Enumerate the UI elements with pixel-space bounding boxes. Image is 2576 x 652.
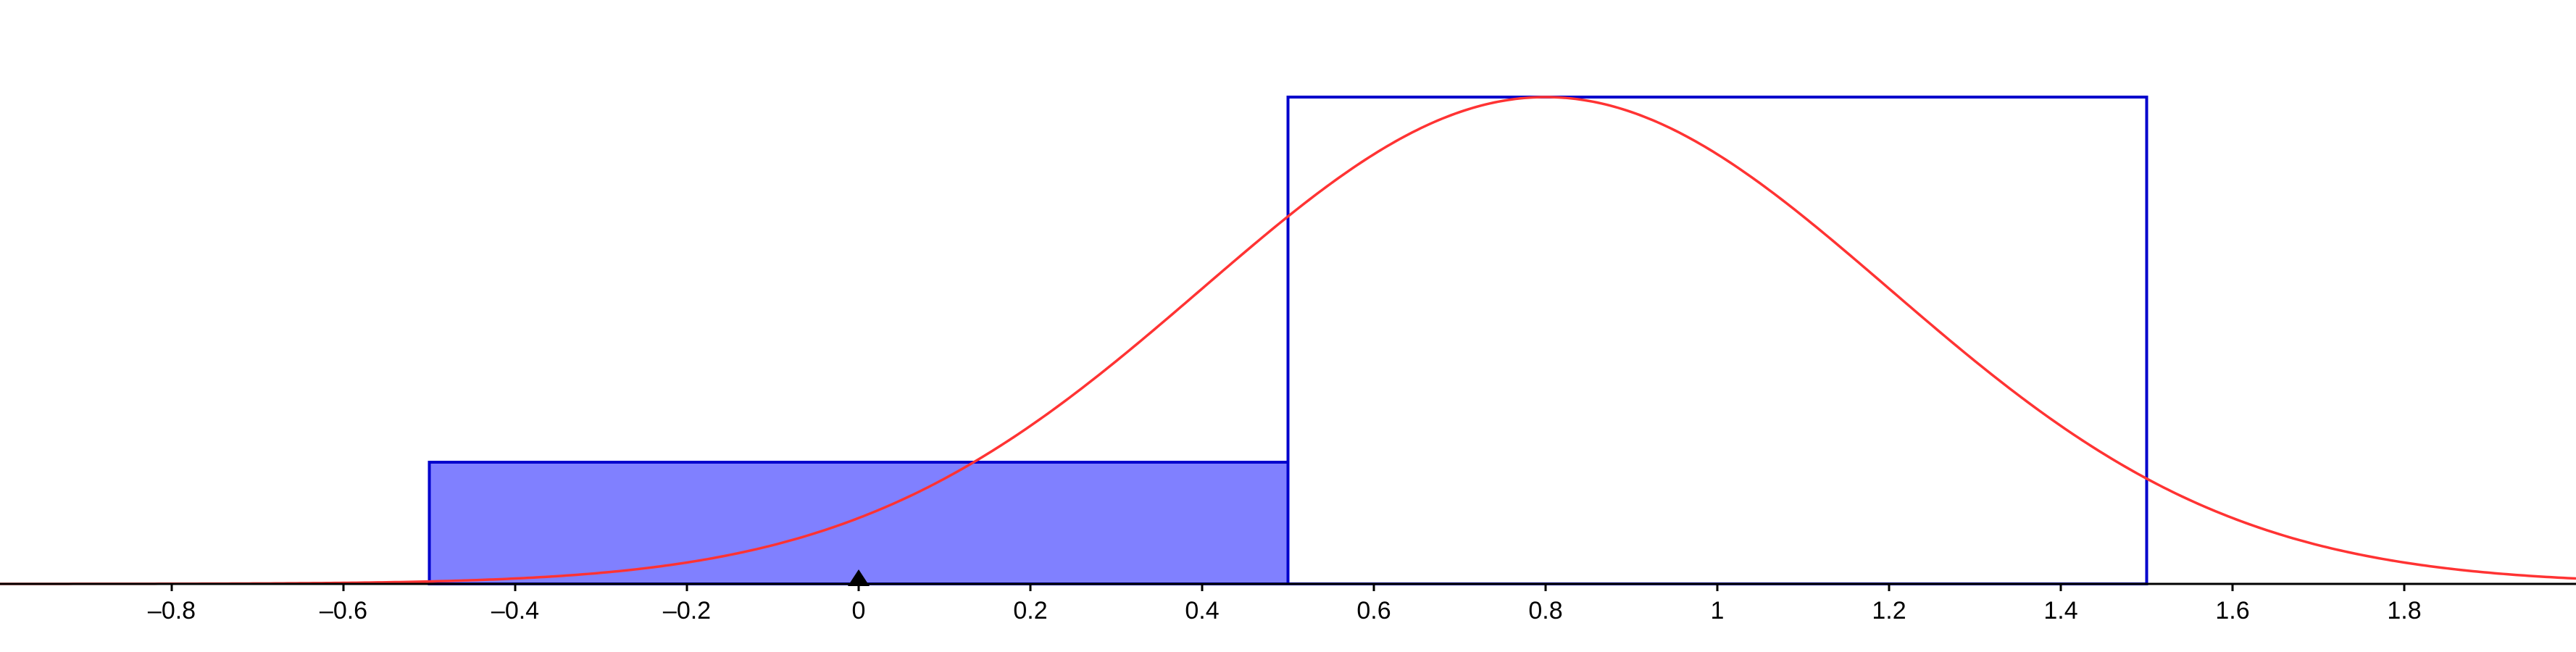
x-tick-label: 1.6: [2215, 597, 2249, 624]
x-tick-label: –0.6: [320, 597, 367, 624]
histogram-bar: [430, 462, 1288, 584]
x-tick-label: –0.2: [663, 597, 711, 624]
x-tick-label: 1.4: [2043, 597, 2077, 624]
histogram-bars: [430, 97, 2147, 584]
x-tick-label: 1.8: [2387, 597, 2421, 624]
x-tick-label: –0.4: [491, 597, 539, 624]
x-tick-label: 0: [852, 597, 866, 624]
x-tick-label: 0.8: [1528, 597, 1562, 624]
x-tick-label: 0.4: [1185, 597, 1219, 624]
x-tick-label: 0.6: [1356, 597, 1391, 624]
x-tick-label: –0.8: [148, 597, 196, 624]
x-tick-label: 0.2: [1013, 597, 1047, 624]
histogram-bar: [1288, 97, 2147, 584]
x-tick-label: 1: [1711, 597, 1725, 624]
x-axis-ticks: –0.8 –0.6 –0.4 –0.2 0 0.2 0.4 0.6 0.8 1 1.2 1.4 1.6 1…: [148, 584, 2422, 624]
x-tick-label: 1.2: [1872, 597, 1906, 624]
